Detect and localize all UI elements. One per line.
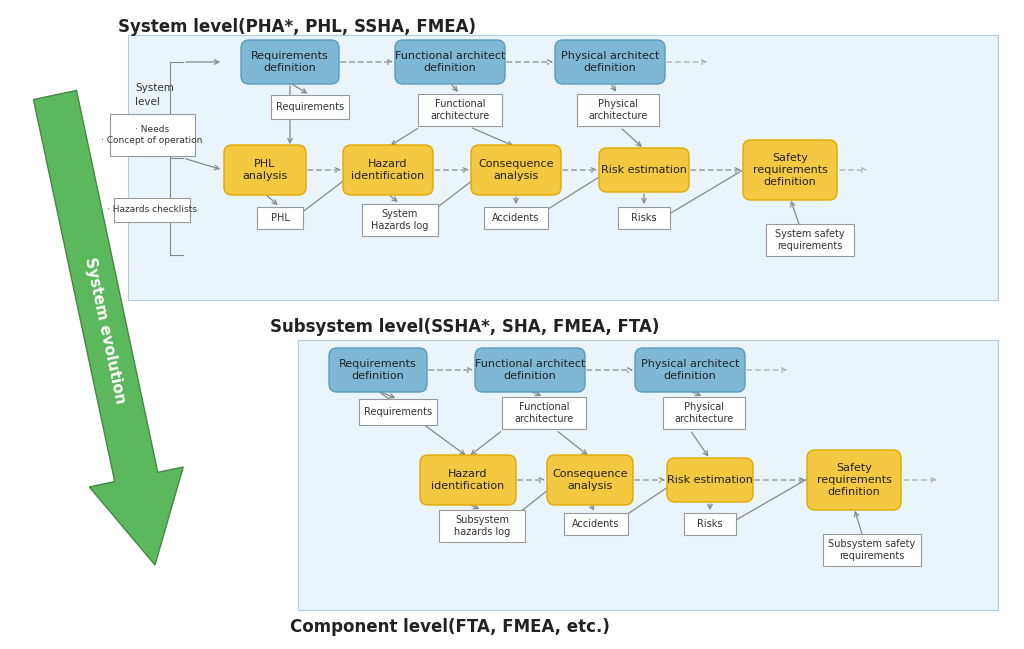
Text: Requirements: Requirements bbox=[275, 102, 344, 112]
Text: Functional architect
definition: Functional architect definition bbox=[475, 359, 585, 381]
Text: Functional architect
definition: Functional architect definition bbox=[395, 51, 505, 73]
Bar bbox=[114, 198, 190, 222]
Bar bbox=[439, 510, 525, 542]
Text: Physical architect
definition: Physical architect definition bbox=[561, 51, 659, 73]
Text: Requirements: Requirements bbox=[364, 407, 432, 417]
Text: Accidents: Accidents bbox=[572, 519, 620, 529]
FancyBboxPatch shape bbox=[343, 145, 433, 195]
FancyBboxPatch shape bbox=[471, 145, 561, 195]
FancyBboxPatch shape bbox=[128, 35, 998, 300]
Text: System evolution: System evolution bbox=[82, 256, 128, 404]
Bar bbox=[766, 224, 854, 256]
FancyBboxPatch shape bbox=[329, 348, 427, 392]
Text: Hazard
identification: Hazard identification bbox=[351, 159, 425, 181]
Text: Requirements
definition: Requirements definition bbox=[339, 359, 417, 381]
Text: Risks: Risks bbox=[697, 519, 723, 529]
Text: Subsystem
hazards log: Subsystem hazards log bbox=[454, 515, 510, 537]
Text: Subsystem safety
requirements: Subsystem safety requirements bbox=[828, 539, 915, 561]
Text: Functional
architecture: Functional architecture bbox=[514, 402, 573, 424]
Text: Functional
architecture: Functional architecture bbox=[430, 99, 489, 121]
Text: System safety
requirements: System safety requirements bbox=[775, 229, 845, 251]
Bar bbox=[663, 397, 745, 429]
Bar bbox=[564, 513, 628, 535]
Text: System level(PHA*, PHL, SSHA, FMEA): System level(PHA*, PHL, SSHA, FMEA) bbox=[118, 18, 476, 36]
Bar bbox=[684, 513, 736, 535]
Text: PHL: PHL bbox=[270, 213, 290, 223]
Text: Requirements
definition: Requirements definition bbox=[251, 51, 329, 73]
Bar bbox=[418, 94, 502, 126]
FancyBboxPatch shape bbox=[667, 458, 753, 502]
Bar bbox=[271, 95, 349, 119]
Text: PHL
analysis: PHL analysis bbox=[243, 159, 288, 181]
Bar bbox=[359, 399, 437, 425]
FancyBboxPatch shape bbox=[635, 348, 745, 392]
Text: · Hazards checklists: · Hazards checklists bbox=[108, 206, 197, 215]
Bar bbox=[257, 207, 303, 229]
Text: · Needs
· Concept of operation: · Needs · Concept of operation bbox=[101, 125, 203, 145]
Polygon shape bbox=[34, 90, 183, 565]
Text: Consequence
analysis: Consequence analysis bbox=[478, 159, 554, 181]
FancyBboxPatch shape bbox=[298, 340, 998, 610]
Text: Hazard
identification: Hazard identification bbox=[431, 469, 505, 491]
Bar bbox=[823, 534, 921, 566]
FancyBboxPatch shape bbox=[807, 450, 901, 510]
Text: Consequence
analysis: Consequence analysis bbox=[552, 469, 628, 491]
Text: Subsystem level(SSHA*, SHA, FMEA, FTA): Subsystem level(SSHA*, SHA, FMEA, FTA) bbox=[270, 318, 659, 336]
Text: Physical
architecture: Physical architecture bbox=[675, 402, 733, 424]
FancyBboxPatch shape bbox=[475, 348, 585, 392]
Text: Physical architect
definition: Physical architect definition bbox=[641, 359, 739, 381]
Text: Component level(FTA, FMEA, etc.): Component level(FTA, FMEA, etc.) bbox=[290, 618, 610, 636]
Bar bbox=[618, 207, 670, 229]
FancyBboxPatch shape bbox=[420, 455, 516, 505]
Bar bbox=[577, 94, 659, 126]
Text: Safety
requirements
definition: Safety requirements definition bbox=[753, 153, 827, 188]
FancyBboxPatch shape bbox=[599, 148, 689, 192]
Bar bbox=[484, 207, 548, 229]
Text: Risks: Risks bbox=[631, 213, 656, 223]
Text: System
level: System level bbox=[135, 84, 174, 106]
Text: Risk estimation: Risk estimation bbox=[601, 165, 687, 175]
Text: Accidents: Accidents bbox=[493, 213, 540, 223]
Bar bbox=[110, 114, 195, 156]
Bar bbox=[502, 397, 586, 429]
Text: Safety
requirements
definition: Safety requirements definition bbox=[816, 463, 892, 497]
Text: System
Hazards log: System Hazards log bbox=[372, 209, 429, 231]
FancyBboxPatch shape bbox=[743, 140, 837, 200]
FancyBboxPatch shape bbox=[241, 40, 339, 84]
Bar bbox=[362, 204, 438, 236]
FancyBboxPatch shape bbox=[547, 455, 633, 505]
FancyBboxPatch shape bbox=[224, 145, 306, 195]
Text: Risk estimation: Risk estimation bbox=[667, 475, 753, 485]
Text: Physical
architecture: Physical architecture bbox=[589, 99, 647, 121]
FancyBboxPatch shape bbox=[555, 40, 665, 84]
FancyBboxPatch shape bbox=[395, 40, 505, 84]
